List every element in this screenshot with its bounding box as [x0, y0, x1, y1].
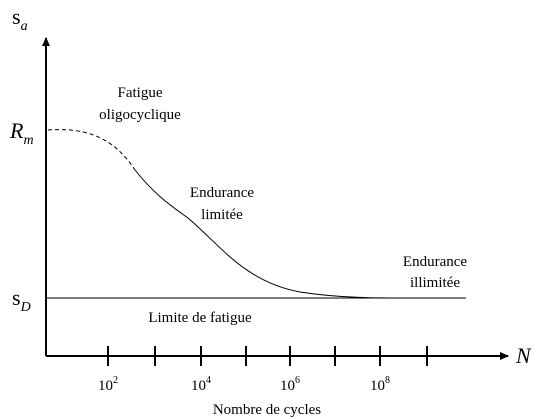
y-axis-label: sa	[12, 4, 28, 34]
region-label: Endurance	[190, 185, 254, 201]
region-label: Limite de fatigue	[148, 310, 252, 326]
region-label: limitée	[201, 207, 243, 223]
x-tick-label: 106	[280, 375, 300, 394]
x-ticks	[107, 346, 428, 366]
region-label: Endurance	[403, 254, 467, 270]
curve	[134, 169, 421, 299]
region-label: oligocyclique	[99, 107, 181, 123]
x-axis-title: Nombre de cycles	[213, 402, 321, 418]
region-label: illimitée	[410, 275, 460, 291]
rm-label: Rm	[9, 118, 34, 148]
x-tick-label: 104	[191, 375, 211, 394]
region-label: Fatigue	[118, 85, 163, 101]
x-tick-label: 102	[98, 375, 118, 394]
curve-dashed	[47, 129, 136, 171]
sd-label: sD	[12, 285, 31, 315]
x-axis-symbol: N	[515, 343, 532, 368]
x-tick-label: 108	[370, 375, 390, 394]
